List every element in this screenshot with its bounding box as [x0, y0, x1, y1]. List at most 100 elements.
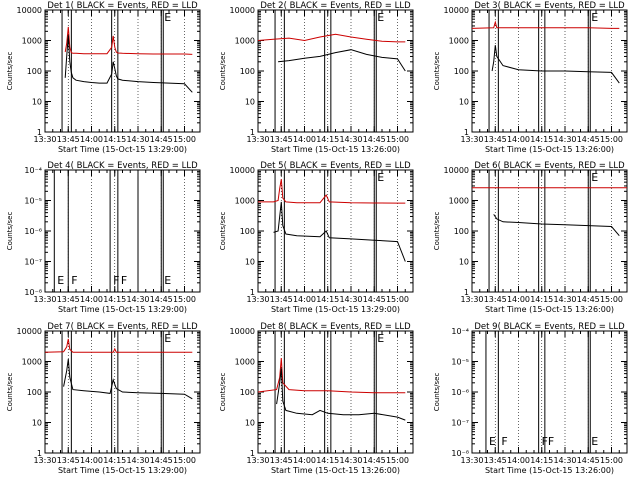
- series-line: [258, 179, 406, 204]
- detector-panel-3: 1 10 100 1000 10000 13:30 13:45 14:00 14:15 14:30…: [433, 1, 628, 154]
- event-marker-label: E: [164, 274, 171, 287]
- y-axis-label: Counts/sec: [219, 373, 227, 412]
- y-tick-label: 1000: [235, 197, 255, 206]
- x-tick-label: 15:00: [173, 456, 196, 465]
- x-tick-label: 14:00: [507, 456, 530, 465]
- panel-title: Det 7( BLACK = Events, RED = LLD: [47, 322, 198, 332]
- x-tick-label: 13:30: [246, 295, 269, 304]
- event-marker-label: E: [591, 435, 598, 448]
- y-tick-label: 1: [250, 288, 255, 297]
- panel-title: Det 3( BLACK = Events, RED = LLD: [474, 1, 625, 11]
- x-tick-label: 14:15: [103, 135, 126, 144]
- y-tick-label: 1: [250, 128, 255, 137]
- detector-panel-2: 1 10 100 1000 10000 13:30 13:45 14:00 14:15 14:30…: [219, 1, 414, 154]
- y-tick-label: 1000: [22, 358, 42, 367]
- y-tick-label: 100: [454, 227, 469, 236]
- x-tick-label: 14:00: [507, 295, 530, 304]
- series-line: [257, 357, 406, 394]
- event-marker-label: E: [164, 11, 171, 24]
- y-tick-label: 10: [32, 419, 42, 428]
- y-tick-label: 1000: [235, 37, 255, 46]
- y-tick-label: 1000: [449, 197, 469, 206]
- x-tick-label: 15:00: [386, 135, 409, 144]
- detector-panel-6: 1 10 100 1000 10000 13:30 13:45 14:00 14:15 14:30…: [433, 161, 628, 314]
- x-tick-label: 15:00: [600, 456, 623, 465]
- series-line: [63, 359, 193, 400]
- y-tick-label: 1000: [22, 37, 42, 46]
- x-tick-label: 14:00: [80, 456, 103, 465]
- event-marker-label: F: [113, 274, 119, 287]
- x-tick-label: 14:30: [126, 135, 149, 144]
- y-tick-label: 1: [37, 449, 42, 458]
- event-marker-label: F: [121, 274, 127, 287]
- x-tick-label: 13:45: [270, 135, 293, 144]
- y-tick-label: 10: [32, 98, 42, 107]
- y-axis-label: Counts/sec: [433, 373, 441, 412]
- detector-panel-7: 1 10 100 1000 10000 13:30 13:45 14:00 14:15 14:30…: [6, 322, 201, 475]
- detector-panel-8: 1 10 100 1000 10000 13:30 13:45 14:00 14:15 14:30…: [219, 322, 414, 475]
- x-tick-label: 13:30: [460, 456, 483, 465]
- y-tick-label: 10000: [17, 6, 42, 15]
- y-axis-label: Counts/sec: [6, 373, 14, 412]
- x-tick-label: 14:45: [577, 456, 600, 465]
- event-marker-label: E: [591, 171, 598, 184]
- x-tick-label: 14:15: [316, 456, 339, 465]
- x-tick-label: 14:45: [150, 295, 173, 304]
- event-marker-label: E: [377, 332, 384, 345]
- series-line: [64, 35, 193, 93]
- x-tick-label: 13:45: [57, 295, 80, 304]
- x-tick-label: 14:45: [577, 295, 600, 304]
- y-tick-label: 100: [240, 67, 255, 76]
- series-line: [491, 45, 620, 84]
- x-tick-label: 13:45: [484, 456, 507, 465]
- x-tick-label: 13:45: [270, 295, 293, 304]
- y-tick-label: 1: [464, 288, 469, 297]
- x-tick-label: 15:00: [600, 295, 623, 304]
- x-tick-label: 14:00: [80, 295, 103, 304]
- x-tick-label: 14:15: [530, 135, 553, 144]
- x-tick-label: 14:30: [553, 295, 576, 304]
- x-tick-label: 14:30: [126, 295, 149, 304]
- y-tick-label: 10: [245, 98, 255, 107]
- y-tick-label: 100: [240, 227, 255, 236]
- event-marker-label: E: [57, 274, 64, 287]
- x-tick-label: 14:15: [316, 135, 339, 144]
- y-tick-label: 100: [27, 67, 42, 76]
- event-marker-label: E: [164, 332, 171, 345]
- x-tick-label: 13:30: [246, 135, 269, 144]
- detector-panel-4: 10⁻⁸ 10⁻⁷ 10⁻⁶ 10⁻⁵ 10⁻⁴ 13:30 13:45 14:00 14:15…: [6, 161, 201, 314]
- panel-title: Det 9( BLACK = Events, RED = LLD: [474, 322, 625, 332]
- x-tick-label: 13:30: [246, 456, 269, 465]
- x-axis-label: Start Time (15-Oct-15 13:26:00): [485, 305, 614, 314]
- panel-title: Det 6( BLACK = Events, RED = LLD: [474, 161, 625, 171]
- x-tick-label: 15:00: [173, 135, 196, 144]
- series-line: [44, 338, 193, 353]
- y-tick-label: 10: [245, 419, 255, 428]
- event-marker-label: E: [377, 11, 384, 24]
- y-tick-label: 1000: [449, 37, 469, 46]
- y-tick-label: 10⁻⁵: [451, 358, 469, 367]
- x-tick-label: 14:45: [150, 135, 173, 144]
- x-tick-label: 14:00: [507, 135, 530, 144]
- x-tick-label: 14:30: [339, 295, 362, 304]
- y-tick-label: 10⁻⁴: [24, 166, 42, 175]
- y-axis-label: Counts/sec: [433, 212, 441, 251]
- x-tick-label: 13:45: [57, 456, 80, 465]
- event-marker-label: F: [548, 435, 554, 448]
- x-tick-label: 15:00: [386, 295, 409, 304]
- y-tick-label: 100: [240, 388, 255, 397]
- x-tick-label: 14:00: [293, 135, 316, 144]
- x-tick-label: 13:30: [33, 456, 56, 465]
- y-axis-label: Counts/sec: [219, 212, 227, 251]
- event-marker-label: E: [591, 11, 598, 24]
- x-tick-label: 14:30: [126, 456, 149, 465]
- x-tick-label: 13:30: [460, 295, 483, 304]
- x-tick-label: 15:00: [386, 456, 409, 465]
- y-tick-label: 10⁻⁶: [24, 227, 42, 236]
- y-axis-label: Counts/sec: [219, 52, 227, 91]
- x-tick-label: 13:30: [33, 135, 56, 144]
- x-tick-label: 14:00: [80, 135, 103, 144]
- panel-title: Det 5( BLACK = Events, RED = LLD: [260, 161, 411, 171]
- y-tick-label: 10000: [230, 166, 255, 175]
